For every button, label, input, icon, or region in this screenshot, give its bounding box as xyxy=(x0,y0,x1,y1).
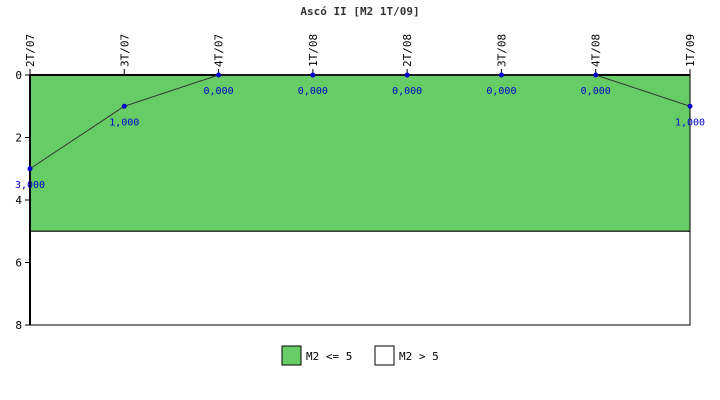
series-path xyxy=(29,74,691,170)
data-label: 0,000 xyxy=(486,86,516,97)
y-tick-label: 6 xyxy=(15,257,22,270)
y-tick-label: 8 xyxy=(15,319,22,332)
band-1 xyxy=(29,230,691,326)
data-label: 3,000 xyxy=(15,180,45,191)
data-label: 0,000 xyxy=(581,86,611,97)
chart-title: Ascó II [M2 1T/09] xyxy=(300,5,419,18)
x-tick-label: 4T/07 xyxy=(213,34,226,67)
y-tick-label: 2 xyxy=(15,132,22,145)
band-0 xyxy=(29,74,691,232)
legend-swatch-1 xyxy=(374,345,395,366)
legend-label-0: M2 <= 5 xyxy=(306,350,352,363)
x-tick-label: 3T/08 xyxy=(495,34,508,67)
data-label: 1,000 xyxy=(109,117,139,128)
x-tick-label: 4T/08 xyxy=(590,34,603,67)
data-label: 0,000 xyxy=(204,86,234,97)
x-tick-label: 3T/07 xyxy=(118,34,131,67)
y-tick-label: 0 xyxy=(15,69,22,82)
data-point xyxy=(404,72,410,78)
data-point xyxy=(310,72,316,78)
data-point xyxy=(498,72,504,78)
x-tick-label: 2T/07 xyxy=(24,34,37,67)
x-axis-ticks: 2T/07 3T/07 4T/07 1T/08 2T/08 3T/08 4T/08 1T/09 xyxy=(24,34,697,75)
y-tick-label: 4 xyxy=(15,194,22,207)
legend-label-1: M2 > 5 xyxy=(399,350,439,363)
x-tick-label: 1T/08 xyxy=(307,34,320,67)
data-point xyxy=(216,72,222,78)
data-label: 0,000 xyxy=(298,86,328,97)
data-point xyxy=(27,166,33,172)
legend-swatch-0 xyxy=(281,345,302,366)
x-tick-label: 1T/09 xyxy=(684,34,697,67)
data-label: 0,000 xyxy=(392,86,422,97)
series-line: 3,000 1,000 0,000 0,000 0,000 0,000 0,000 1,000 xyxy=(15,72,705,191)
legend: M2 <= 5 M2 > 5 xyxy=(281,345,439,366)
data-point xyxy=(121,103,127,109)
data-point xyxy=(687,103,693,109)
data-point xyxy=(593,72,599,78)
data-label: 1,000 xyxy=(675,117,705,128)
y-axis-ticks: 0 2 4 6 8 xyxy=(15,69,30,332)
threshold-bands xyxy=(29,74,691,326)
x-tick-label: 2T/08 xyxy=(401,34,414,67)
